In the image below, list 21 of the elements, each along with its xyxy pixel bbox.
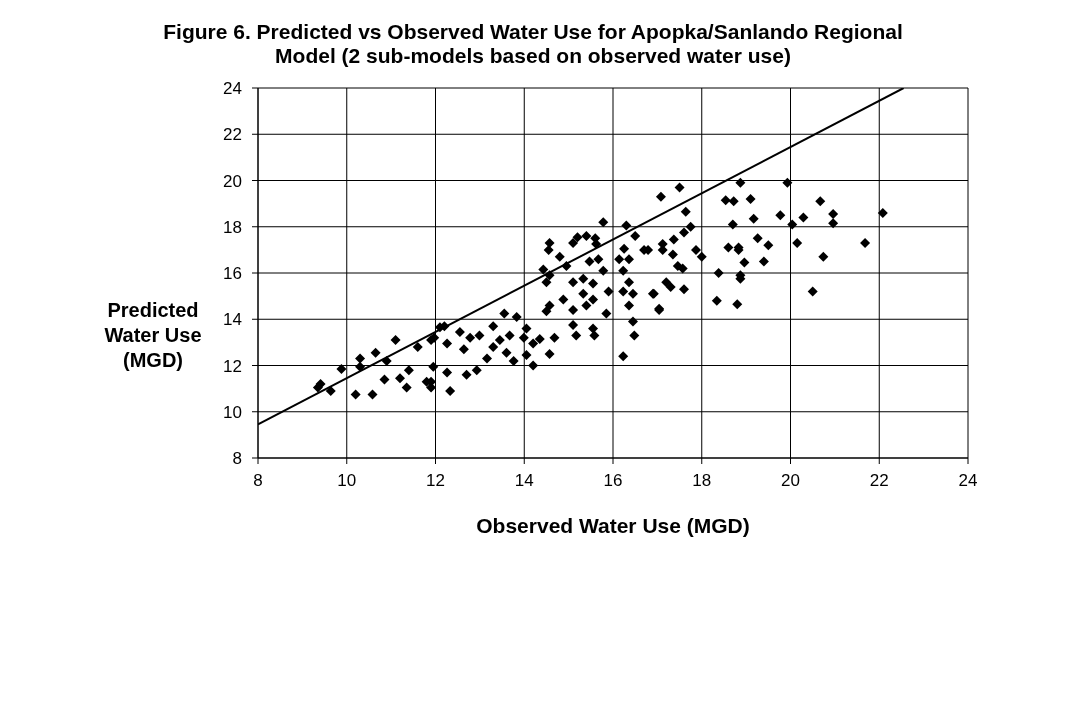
y-axis-title: Predicted Water Use (MGD)	[103, 298, 203, 373]
y-tick-label: 12	[223, 356, 242, 376]
y-tick-label: 22	[223, 125, 242, 145]
y-tick-label: 18	[223, 217, 242, 237]
y-tick-label: 8	[232, 449, 242, 469]
x-tick-label: 12	[426, 471, 445, 491]
x-tick-label: 22	[869, 471, 889, 491]
y-tick-label: 16	[223, 264, 242, 284]
x-tick-label: 14	[514, 471, 534, 491]
y-tick-label: 14	[223, 310, 242, 330]
y-tick-label: 24	[223, 79, 242, 99]
x-tick-label: 10	[337, 471, 357, 491]
y-tick-label: 20	[223, 171, 242, 191]
chart-title: Figure 6. Predicted vs Observed Water Use for Apopka/Sanlando Regional Model (2 sub-models based on observed water use)	[162, 19, 904, 68]
x-tick-label: 16	[603, 471, 623, 491]
x-tick-label: 8	[253, 471, 263, 491]
x-tick-label: 24	[958, 471, 978, 491]
x-axis-title: Observed Water Use (MGD)	[476, 514, 750, 537]
x-tick-label: 20	[781, 471, 800, 491]
x-tick-label: 18	[692, 471, 712, 491]
y-tick-label: 10	[223, 402, 242, 422]
